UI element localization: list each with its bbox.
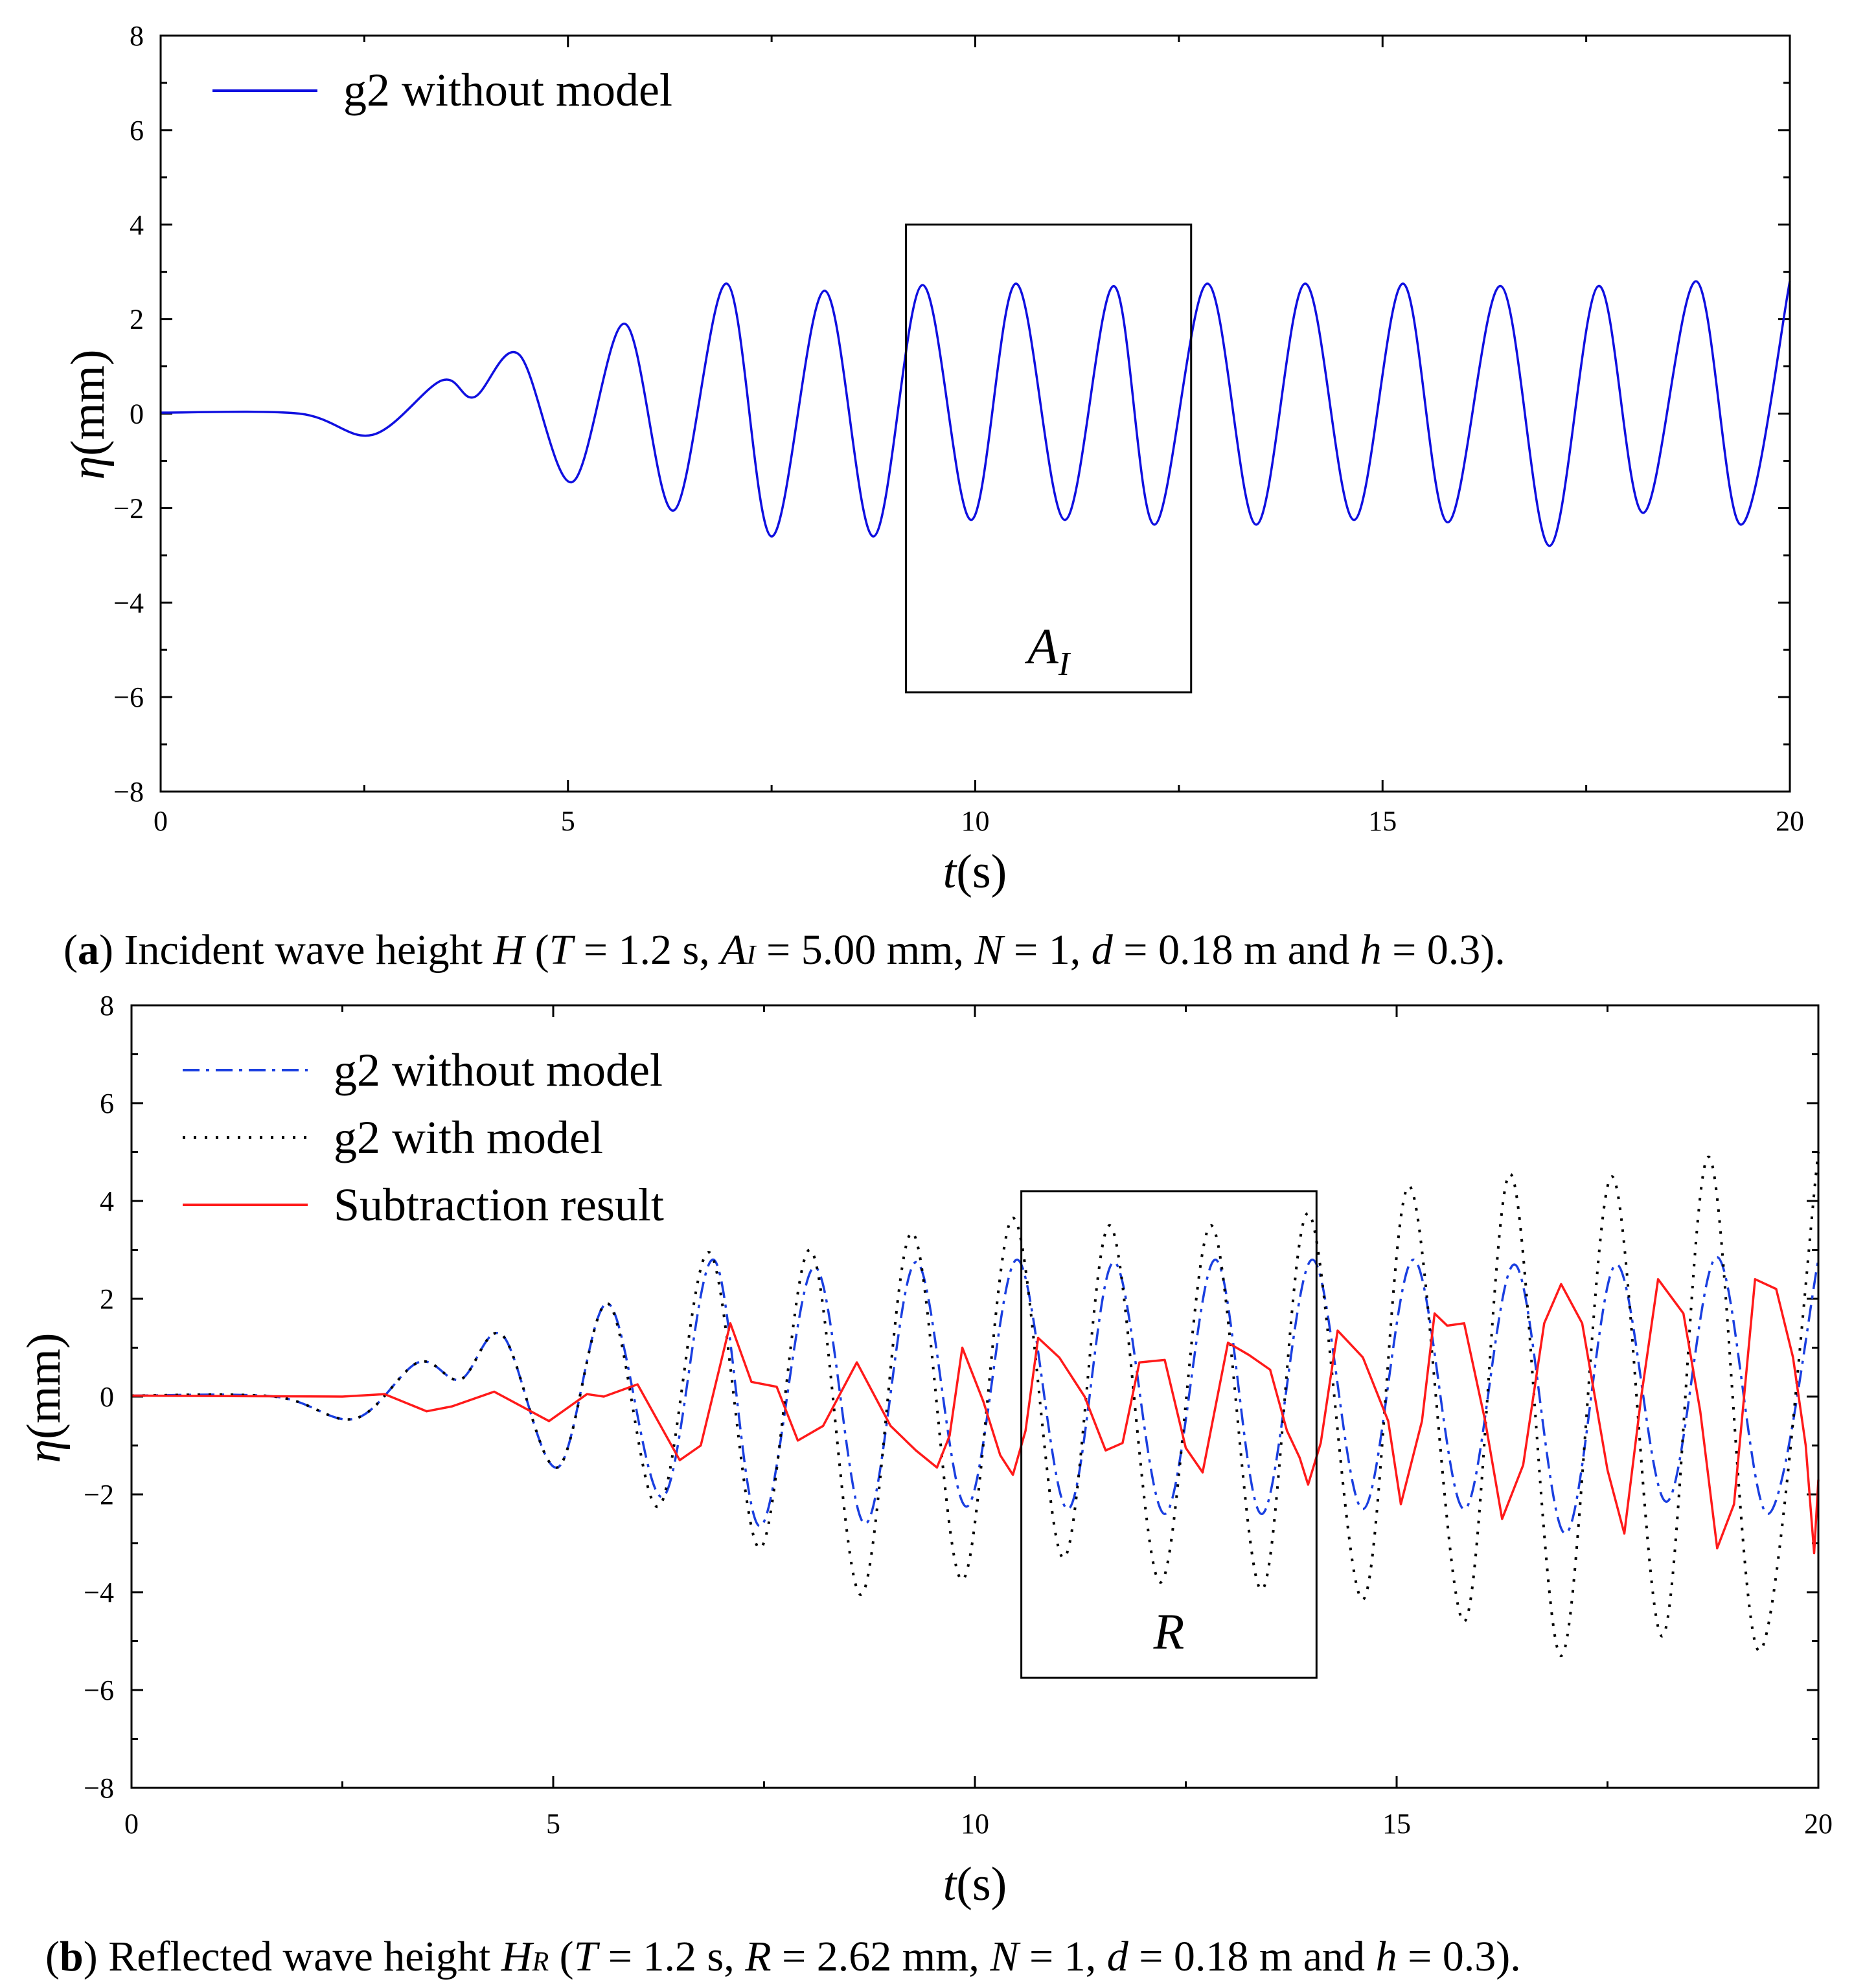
y-tick-label: 6 (100, 1088, 114, 1119)
x-tick-label: 10 (961, 805, 990, 837)
legend-label-g2-without-model: g2 without model (334, 1044, 663, 1096)
panel-b-plot-frame (130, 1004, 1820, 1789)
x-tick-label: 15 (1368, 805, 1397, 837)
x-tick-label: 5 (546, 1808, 560, 1840)
y-tick-label: 0 (130, 398, 144, 430)
y-tick-label: −2 (113, 492, 144, 524)
series-line-subtraction-result (131, 1278, 1820, 1555)
y-tick-label: 4 (100, 1185, 114, 1217)
y-tick-label: 8 (100, 990, 114, 1022)
y-tick-label: 6 (130, 115, 144, 146)
legend-label-g2-with-model: g2 with model (334, 1112, 603, 1163)
panel-b-legend: g2 without model g2 with model Subtracti… (183, 1044, 664, 1231)
panel-a-annotation-box (905, 223, 1193, 694)
y-tick-label: −2 (84, 1479, 114, 1511)
panel-a-series (160, 280, 1791, 547)
y-tick-label: 8 (130, 20, 144, 52)
y-tick-label: 0 (100, 1381, 114, 1413)
x-tick-label: 20 (1776, 805, 1804, 837)
x-tick-label: 20 (1804, 1808, 1833, 1840)
panel-a-caption: (a) Incident wave height H (T = 1.2 s, A… (63, 926, 1505, 974)
series-line-g2-without-model (160, 280, 1791, 547)
x-tick-label: 5 (561, 805, 575, 837)
panel-a-y-axis-label: η(mm) (62, 349, 115, 479)
legend-label-subtraction-result: Subtraction result (334, 1179, 664, 1231)
y-tick-label: −4 (113, 587, 144, 619)
y-tick-label: −4 (84, 1577, 114, 1608)
y-tick-label: −6 (113, 681, 144, 713)
panel-b-x-axis-label: t(s) (943, 1858, 1007, 1911)
panel-a-x-axis-label: t(s) (943, 845, 1007, 898)
panel-b-y-axis-label: η(mm) (17, 1332, 71, 1463)
y-tick-label: 2 (130, 304, 144, 336)
series-line-g2-with-model (131, 1152, 1820, 1658)
panel-a-legend: g2 without model (212, 64, 672, 116)
x-tick-label: 0 (154, 805, 168, 837)
series-line-g2-without-model (131, 1256, 1820, 1535)
y-tick-label: −8 (84, 1772, 114, 1804)
x-tick-label: 0 (124, 1808, 139, 1840)
panel-a-box-label: AI (1024, 618, 1071, 683)
x-tick-label: 10 (961, 1808, 989, 1840)
y-tick-label: 4 (130, 209, 144, 241)
panel-b-annotation-box (1020, 1190, 1318, 1679)
x-tick-label: 15 (1382, 1808, 1411, 1840)
y-tick-label: 2 (100, 1283, 114, 1315)
legend-label-g2-without-model: g2 without model (343, 64, 672, 116)
y-tick-label: −6 (84, 1674, 114, 1706)
panel-b-box-label: R (1153, 1603, 1185, 1660)
panel-b-series (131, 1152, 1820, 1658)
panel-a-plot-frame (159, 34, 1791, 793)
panel-b-caption: (b) Reflected wave height HR (T = 1.2 s,… (45, 1933, 1521, 1980)
y-tick-label: −8 (113, 776, 144, 808)
